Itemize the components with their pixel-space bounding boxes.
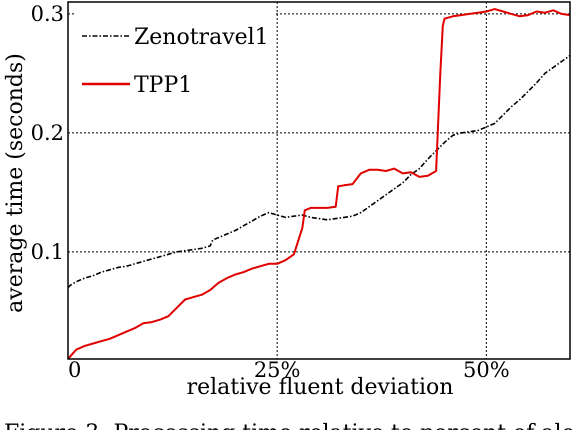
legend-label-tpp1: TPP1 xyxy=(134,73,192,98)
series-line-tpp1 xyxy=(67,8,571,360)
x-tick-label: 50% xyxy=(463,358,510,382)
y-tick-label: 0.3 xyxy=(31,2,64,26)
y-axis-label: average time (seconds) xyxy=(3,53,28,313)
x-tick-label: 0 xyxy=(68,358,81,382)
x-tick-labels: 0 25% 50% xyxy=(68,358,510,382)
y-tick-labels: 0.1 0.2 0.3 xyxy=(31,2,64,264)
plot-frame xyxy=(67,1,571,360)
y-tick-label: 0.2 xyxy=(31,121,64,145)
series-layer xyxy=(67,8,571,360)
grid-lines xyxy=(68,2,570,359)
legend-background xyxy=(75,10,275,110)
figure-caption: Figure 3: Processing time relative to pe… xyxy=(4,421,572,430)
y-tick-label: 0.1 xyxy=(31,240,64,264)
legend-label-zenotravel1: Zenotravel1 xyxy=(134,25,269,50)
series-line-zenotravel1 xyxy=(67,54,571,289)
x-tick-label: 25% xyxy=(254,358,301,382)
legend: Zenotravel1 TPP1 xyxy=(75,10,275,110)
x-axis-label: relative fluent deviation xyxy=(187,375,454,400)
